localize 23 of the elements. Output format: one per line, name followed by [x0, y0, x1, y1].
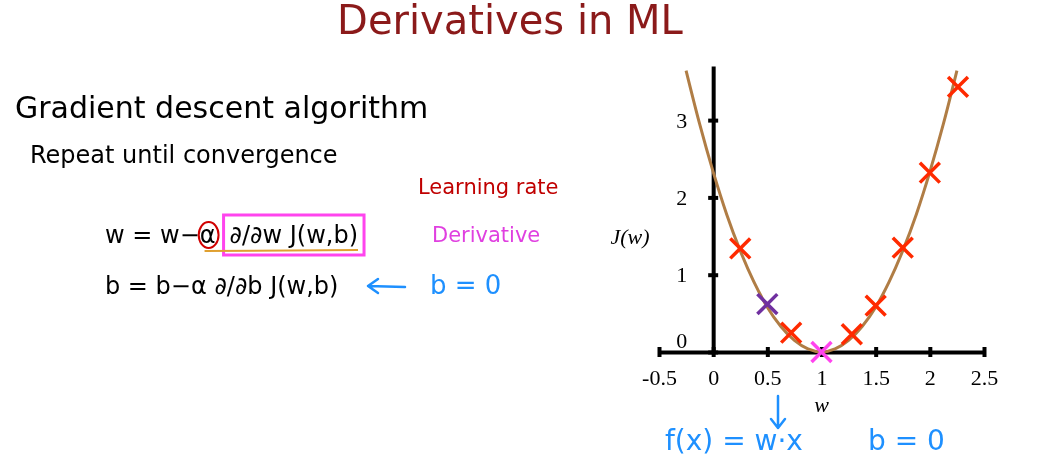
y-axis-title: J(w) — [610, 224, 650, 249]
x-tick-label: 2.5 — [970, 364, 999, 390]
text: b = b−α ∂/∂b J(w,b) — [105, 272, 339, 300]
text: Learning rate — [418, 175, 559, 199]
y-tick-label: 0 — [676, 328, 688, 354]
text: b = 0 — [868, 424, 945, 457]
y-tick-label: 2 — [676, 184, 688, 210]
y-tick-label: 3 — [676, 107, 688, 133]
chart-title: Derivatives in ML — [337, 0, 684, 43]
x-tick-label: 1 — [816, 364, 828, 390]
text: Repeat until convergence — [30, 141, 338, 169]
x-tick-label: 2 — [924, 364, 936, 390]
text: ∂/∂w J(w,b) — [229, 221, 359, 249]
x-axis-title: w — [814, 392, 830, 417]
text: b = 0 — [430, 270, 502, 300]
x-tick-label: 0.5 — [754, 364, 782, 390]
text: Gradient descent algorithm — [15, 90, 429, 125]
text: Derivative — [432, 223, 541, 247]
text: f(x) = w·x — [665, 424, 803, 457]
x-tick-label: 1.5 — [862, 364, 890, 390]
x-tick-label: -0.5 — [642, 364, 677, 390]
y-tick-label: 1 — [676, 262, 688, 288]
x-tick-label: 0 — [708, 364, 720, 390]
